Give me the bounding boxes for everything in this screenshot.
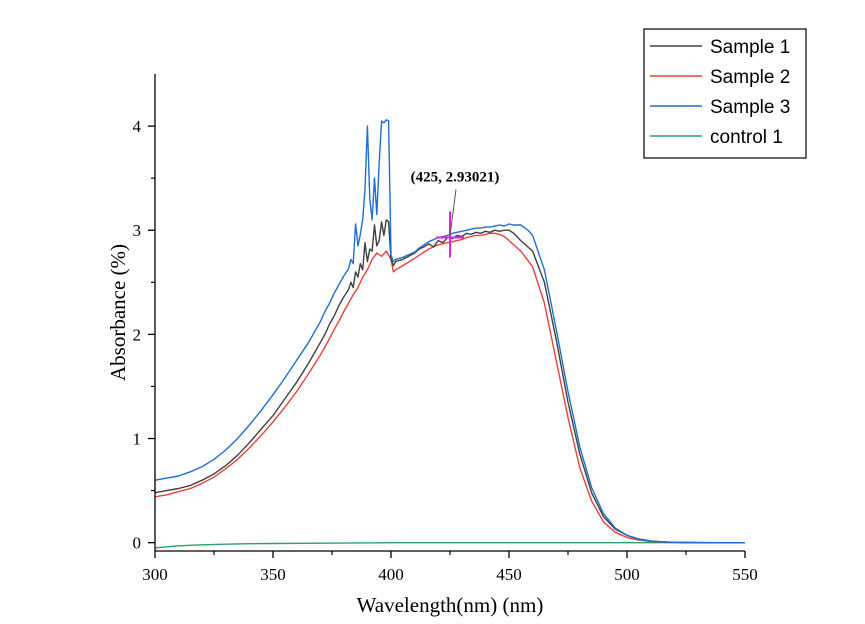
annotation-leader-line [449, 189, 457, 236]
y-ticks: 0 1 2 3 4 [133, 117, 155, 553]
annotation-label: (425, 2.93021) [411, 169, 500, 185]
x-tick-label: 450 [496, 565, 522, 584]
legend-label: control 1 [710, 127, 783, 148]
x-tick-label: 300 [142, 565, 168, 584]
axes: 300 350 400 450 500 550 0 1 2 3 4 [133, 74, 758, 584]
y-tick-label: 1 [133, 430, 142, 449]
x-tick-label: 500 [614, 565, 640, 584]
x-ticks: 300 350 400 450 500 550 [142, 551, 758, 584]
y-tick-label: 4 [133, 117, 142, 136]
plot-lines [154, 119, 745, 549]
series-line-sample-1 [154, 219, 745, 544]
legend-label: Sample 2 [710, 67, 790, 88]
x-axis-title: Wavelength(nm) (nm) [357, 593, 544, 617]
y-tick-label: 2 [133, 325, 142, 344]
series-line-control-1 [154, 542, 745, 549]
data-point-annotation: (425, 2.93021) [411, 169, 500, 258]
legend-items: Sample 1 Sample 2 Sample 3 control 1 [650, 37, 790, 148]
legend: Sample 1 Sample 2 Sample 3 control 1 [643, 28, 807, 159]
y-tick-label: 3 [133, 221, 142, 240]
legend-label: Sample 1 [710, 37, 790, 58]
y-axis-title: Absorbance (%) [106, 244, 130, 381]
x-tick-label: 350 [260, 565, 286, 584]
x-tick-label: 400 [378, 565, 404, 584]
x-tick-label: 550 [732, 565, 758, 584]
series-line-sample-3 [154, 119, 745, 544]
legend-label: Sample 3 [710, 97, 790, 118]
series-line-sample-2 [154, 232, 745, 544]
y-tick-label: 0 [133, 534, 142, 553]
